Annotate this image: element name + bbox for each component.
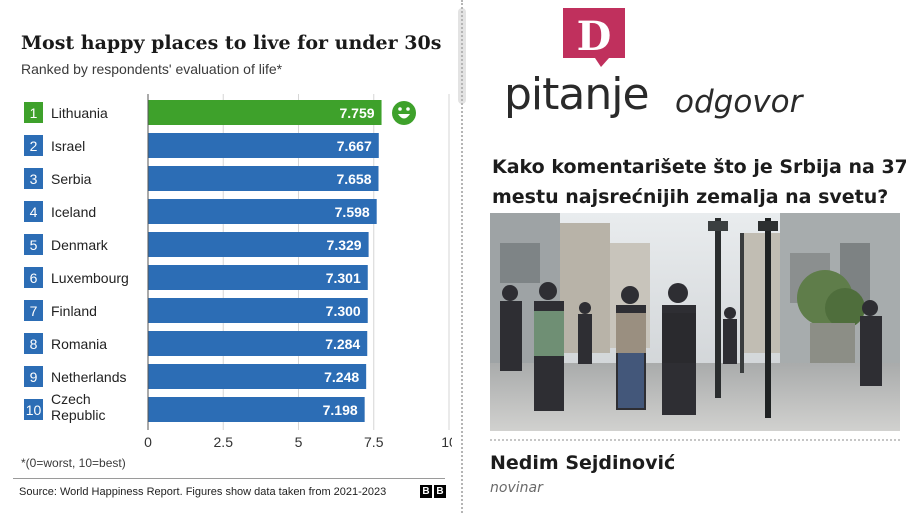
- value-label: 7.759: [339, 105, 374, 121]
- article-panel: D pitanje odgovor Kako komentarišete što…: [466, 0, 906, 513]
- category-label: Luxembourg: [51, 270, 129, 286]
- value-label: 7.248: [324, 369, 359, 385]
- value-label: 7.598: [335, 204, 370, 220]
- rank-label: 5: [30, 237, 38, 253]
- category-label: Serbia: [51, 171, 92, 187]
- chart-title: Most happy places to live for under 30s: [21, 32, 442, 54]
- value-label: 7.329: [327, 237, 362, 253]
- category-label: Lithuania: [51, 105, 108, 121]
- x-tick-label: 2.5: [214, 434, 234, 450]
- category-label: Israel: [51, 138, 85, 154]
- bar: [148, 166, 379, 191]
- chart-source: Source: World Happiness Report. Figures …: [19, 486, 387, 498]
- category-label: Republic: [51, 407, 105, 423]
- rank-box: [24, 366, 43, 387]
- rank-box: [24, 168, 43, 189]
- category-label: Netherlands: [51, 369, 127, 385]
- rank-box: [24, 234, 43, 255]
- panel-divider: [461, 0, 463, 513]
- question-line: mestu najsrećnijih zemalja na svetu?: [492, 186, 889, 208]
- rank-label: 10: [26, 402, 42, 418]
- x-tick-label: 5: [295, 434, 303, 450]
- bbc-chart-panel: Most happy places to live for under 30s …: [0, 0, 452, 513]
- bar: [148, 265, 368, 290]
- rank-label: 1: [30, 105, 38, 121]
- rank-label: 9: [30, 369, 38, 385]
- bar: [148, 100, 382, 125]
- heading-odgovor: odgovor: [675, 84, 803, 120]
- rank-box: [24, 333, 43, 354]
- street-photo: [490, 213, 900, 431]
- bar: [148, 298, 368, 323]
- bbc-logo: B B: [420, 485, 446, 498]
- bar: [148, 397, 365, 422]
- smiley-eye: [398, 107, 402, 111]
- chart-footnote: *(0=worst, 10=best): [21, 456, 126, 470]
- rank-box: [24, 201, 43, 222]
- value-label: 7.658: [336, 171, 371, 187]
- value-label: 7.284: [325, 336, 360, 352]
- category-label: Czech: [51, 391, 91, 407]
- bar: [148, 364, 367, 389]
- bar-chart: 1 Lithuania 7.759 2 Israel 7.667 3 Serbia 7.658 4…: [24, 94, 452, 450]
- author-role: novinar: [490, 480, 543, 496]
- heading-pitanje: pitanje: [504, 69, 650, 120]
- rank-box: [24, 300, 43, 321]
- rank-label: 4: [30, 204, 38, 220]
- street-scene-illustration: [490, 213, 900, 431]
- danas-logo: D: [563, 8, 625, 67]
- rank-label: 8: [30, 336, 38, 352]
- rank-box: [24, 102, 43, 123]
- rank-box: [24, 267, 43, 288]
- logo-letter: D: [577, 13, 612, 60]
- smiley-eye: [406, 107, 410, 111]
- smiley-icon: [392, 101, 416, 125]
- question-line: Kako komentarišete što je Srbija na 37.: [492, 156, 906, 178]
- rank-label: 6: [30, 270, 38, 286]
- x-tick-label: 10: [441, 434, 452, 450]
- x-tick-label: 0: [144, 434, 152, 450]
- category-label: Iceland: [51, 204, 96, 220]
- smiley-mouth: [398, 114, 410, 119]
- rank-box: [24, 135, 43, 156]
- source-divider: [13, 478, 445, 479]
- author-name: Nedim Sejdinović: [490, 452, 676, 474]
- article-question: Kako komentarišete što je Srbija na 37. …: [492, 152, 906, 212]
- category-label: Romania: [51, 336, 107, 352]
- rank-label: 3: [30, 171, 38, 187]
- article-divider: [490, 439, 900, 441]
- bar: [148, 199, 377, 224]
- bbc-logo-letter: B: [420, 485, 432, 498]
- bar: [148, 133, 379, 158]
- value-label: 7.300: [326, 303, 361, 319]
- chart-subtitle: Ranked by respondents' evaluation of lif…: [21, 61, 283, 77]
- rank-label: 2: [30, 138, 38, 154]
- value-label: 7.198: [323, 402, 358, 418]
- logo-bubble: [563, 8, 625, 67]
- category-label: Denmark: [51, 237, 109, 253]
- rank-box: [24, 399, 43, 420]
- bar: [148, 232, 369, 257]
- value-label: 7.301: [326, 270, 361, 286]
- bbc-logo-letter: B: [434, 485, 446, 498]
- x-tick-label: 7.5: [364, 434, 384, 450]
- rank-label: 7: [30, 303, 38, 319]
- value-label: 7.667: [337, 138, 372, 154]
- category-label: Finland: [51, 303, 97, 319]
- bar: [148, 331, 368, 356]
